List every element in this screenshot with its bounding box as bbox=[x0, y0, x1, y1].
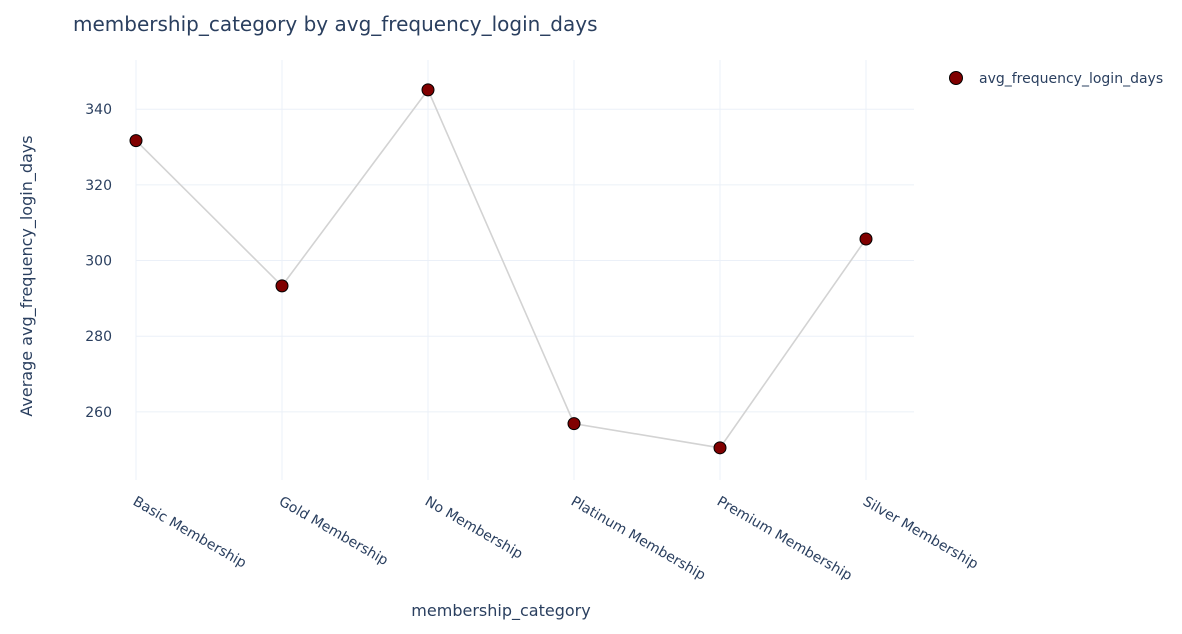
y-axis-tick-labels: 260 280 300 320 340 bbox=[85, 102, 112, 421]
x-axis-tick-labels: Basic Membership Gold Membership No Member… bbox=[130, 494, 981, 585]
x-tick-label: No Membership bbox=[422, 494, 525, 563]
y-tick-label: 340 bbox=[85, 102, 112, 118]
x-tick-label: Premium Membership bbox=[714, 494, 855, 585]
data-point[interactable] bbox=[275, 279, 289, 293]
data-point[interactable] bbox=[421, 83, 435, 97]
data-point[interactable] bbox=[129, 134, 143, 148]
chart-title: membership_category by avg_frequency_log… bbox=[73, 12, 598, 36]
x-axis-title: membership_category bbox=[411, 601, 590, 621]
series-line bbox=[135, 88, 867, 449]
data-points bbox=[129, 83, 873, 455]
y-tick-label: 280 bbox=[85, 329, 112, 345]
x-tick-label: Silver Membership bbox=[860, 494, 981, 573]
series-line-layer bbox=[135, 88, 867, 449]
grid-lines bbox=[135, 60, 914, 480]
legend-marker bbox=[949, 71, 963, 85]
y-tick-label: 320 bbox=[85, 178, 112, 194]
legend[interactable]: avg_frequency_login_days bbox=[949, 71, 1164, 87]
y-tick-label: 300 bbox=[85, 254, 112, 270]
x-tick-label: Platinum Membership bbox=[568, 494, 708, 584]
y-tick-label: 260 bbox=[85, 405, 112, 421]
data-point[interactable] bbox=[567, 417, 581, 431]
legend-label: avg_frequency_login_days bbox=[979, 71, 1163, 87]
data-point[interactable] bbox=[859, 232, 873, 246]
x-tick-label: Gold Membership bbox=[276, 494, 391, 569]
y-axis-title: Average avg_frequency_login_days bbox=[17, 135, 37, 416]
x-tick-label: Basic Membership bbox=[130, 494, 249, 572]
data-point[interactable] bbox=[713, 441, 727, 455]
